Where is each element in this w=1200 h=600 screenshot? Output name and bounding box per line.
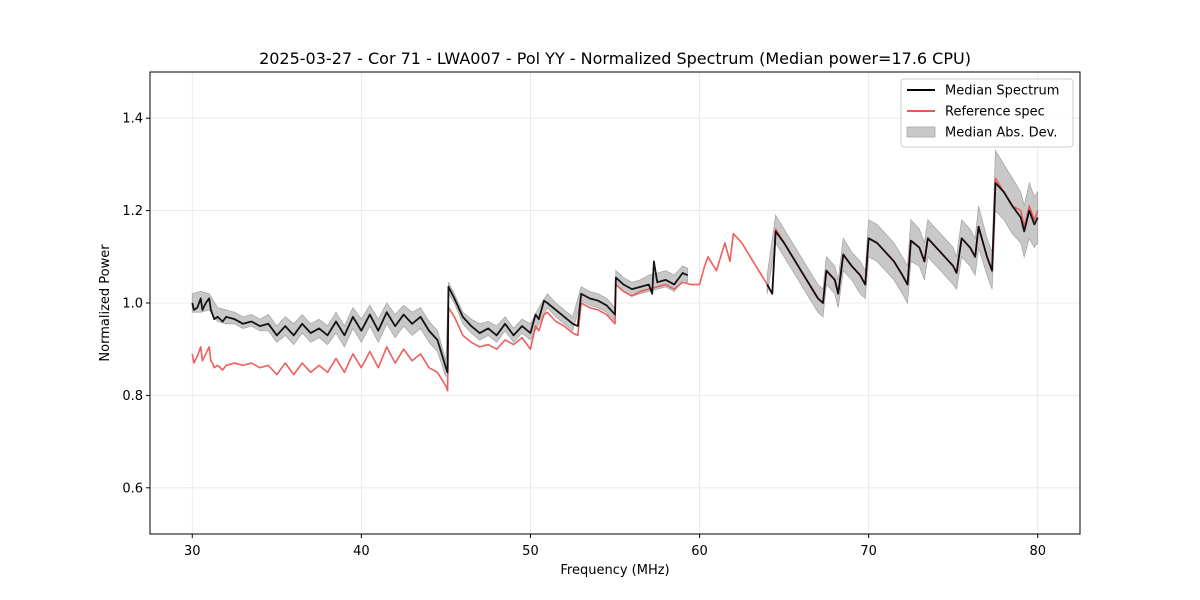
legend-swatch-band bbox=[906, 126, 936, 138]
x-axis-title: Frequency (MHz) bbox=[560, 563, 669, 578]
legend: Median Spectrum Reference spec Median Abs.… bbox=[900, 78, 1074, 148]
mad-band bbox=[766, 149, 1039, 318]
legend-label: Reference spec bbox=[945, 105, 1045, 120]
x-tick-label: 80 bbox=[1029, 544, 1046, 559]
legend-box bbox=[900, 78, 1074, 148]
x-tick-label: 70 bbox=[860, 544, 877, 559]
median-spectrum-line bbox=[191, 260, 689, 374]
axis-ticks: 30 40 50 60 70 80 0.6 0.8 1.0 1.2 1.4 bbox=[122, 112, 1046, 559]
legend-label: Median Abs. Dev. bbox=[945, 126, 1057, 141]
series-lines bbox=[191, 177, 1039, 392]
x-tick-label: 40 bbox=[353, 544, 370, 559]
x-tick-label: 30 bbox=[184, 544, 201, 559]
median-spectrum-line bbox=[766, 181, 1039, 304]
legend-label: Median Spectrum bbox=[945, 84, 1059, 99]
x-tick-label: 60 bbox=[691, 544, 708, 559]
chart-title: 2025-03-27 - Cor 71 - LWA007 - Pol YY - … bbox=[259, 49, 971, 68]
y-axis-title: Normalized Power bbox=[98, 244, 113, 362]
y-tick-label: 1.2 bbox=[122, 204, 143, 219]
y-tick-label: 0.6 bbox=[122, 481, 143, 496]
mad-band bbox=[191, 265, 689, 378]
mad-bands bbox=[191, 149, 1039, 378]
y-tick-label: 0.8 bbox=[122, 389, 143, 404]
y-tick-label: 1.0 bbox=[122, 297, 143, 312]
x-tick-label: 50 bbox=[522, 544, 539, 559]
y-tick-label: 1.4 bbox=[122, 112, 143, 127]
